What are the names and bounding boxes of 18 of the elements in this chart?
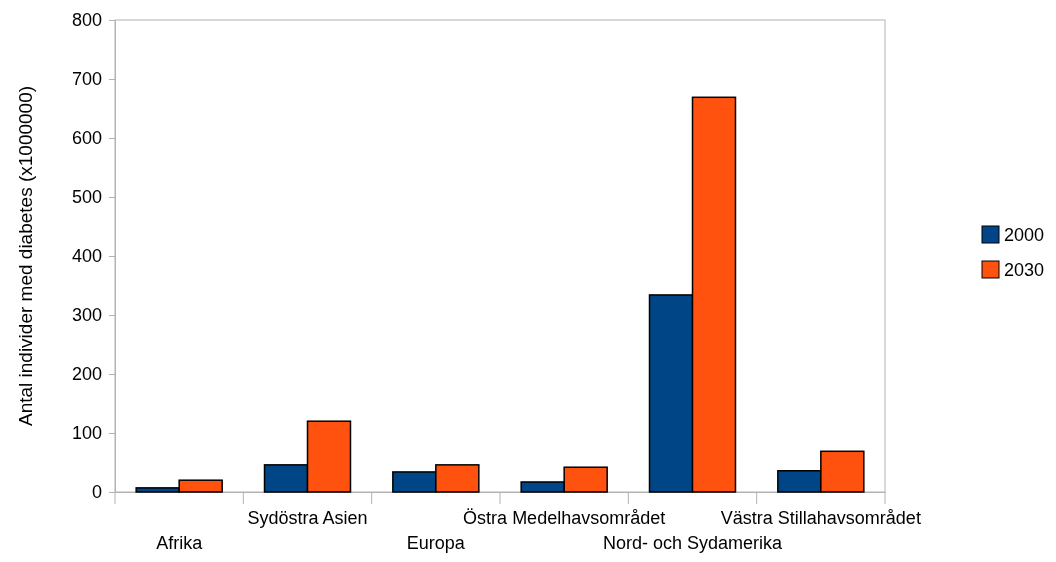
x-tick-label: Europa — [406, 533, 466, 553]
y-tick-label: 100 — [71, 423, 102, 444]
legend-label: 2000 — [1004, 225, 1045, 245]
y-tick-label: 400 — [71, 246, 102, 267]
y-tick-label: 200 — [71, 364, 102, 385]
y-tick-label: 800 — [71, 10, 102, 31]
y-axis-title: Antal individer med diabetes (x1000000) — [15, 85, 36, 427]
y-tick-label: 700 — [71, 69, 102, 90]
y-tick-label: 300 — [71, 305, 102, 326]
legend-label: 2030 — [1004, 260, 1045, 280]
x-tick-label: Afrika — [156, 533, 204, 553]
x-tick-label: Sydöstra Asien — [247, 507, 368, 528]
y-tick-label: 0 — [91, 482, 102, 503]
x-tick-label: Västra Stillahavsområdet — [720, 507, 921, 528]
y-tick-label: 500 — [71, 187, 102, 208]
x-tick-label: Nord- och Sydamerika — [602, 533, 784, 553]
y-tick-label: 600 — [71, 128, 102, 149]
x-tick-label: Östra Medelhavsområdet — [463, 507, 666, 528]
